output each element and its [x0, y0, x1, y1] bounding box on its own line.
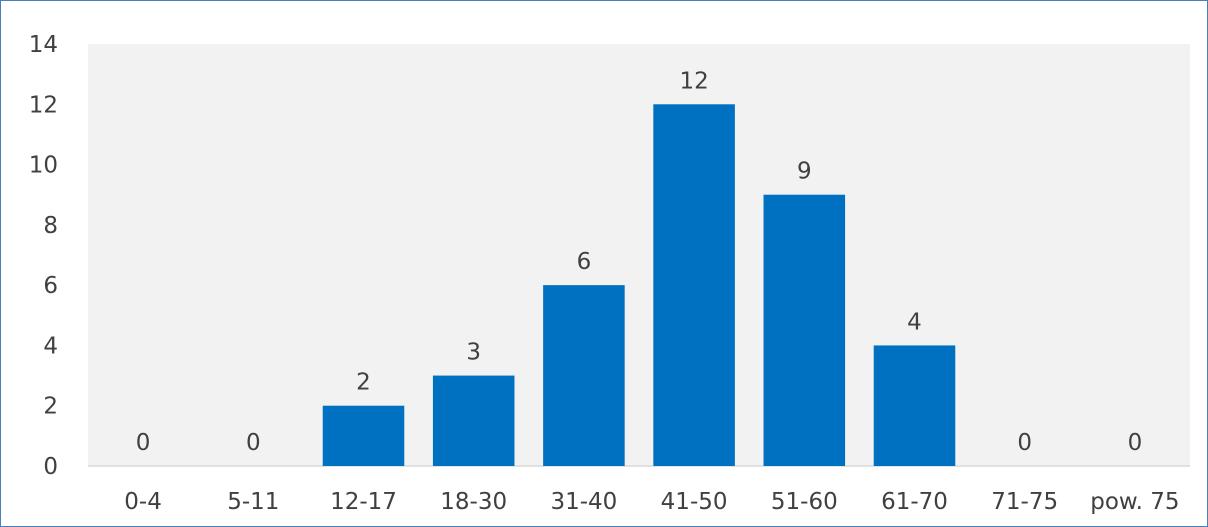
y-tick-label: 2	[43, 394, 58, 420]
plot-area	[88, 44, 1190, 466]
bar	[653, 104, 735, 467]
data-label: 0	[1017, 430, 1032, 456]
data-label: 6	[577, 249, 592, 275]
y-tick-label: 8	[43, 213, 58, 239]
data-label: 0	[246, 430, 261, 456]
x-category-label: 31-40	[550, 489, 617, 515]
data-label: 0	[1128, 430, 1143, 456]
y-tick-label: 0	[43, 454, 58, 480]
bar	[873, 345, 956, 466]
y-tick-label: 12	[29, 92, 58, 118]
data-label: 9	[797, 159, 812, 185]
y-tick-label: 10	[29, 153, 58, 179]
x-category-label: 71-75	[991, 489, 1058, 515]
data-label: 4	[907, 309, 922, 335]
x-category-label: 51-60	[771, 489, 838, 515]
bar	[763, 194, 846, 466]
x-category-label: 12-17	[330, 489, 397, 515]
data-label: 12	[679, 68, 708, 94]
x-category-label: 5-11	[227, 489, 279, 515]
x-category-label: pow. 75	[1090, 489, 1179, 515]
x-category-label: 41-50	[661, 489, 728, 515]
x-category-label: 0-4	[124, 489, 162, 515]
bar	[322, 405, 405, 466]
bar	[543, 285, 625, 466]
data-label: 3	[466, 340, 481, 366]
x-category-label: 61-70	[881, 489, 948, 515]
y-tick-label: 6	[43, 273, 58, 299]
bar	[432, 375, 515, 466]
data-label: 0	[136, 430, 151, 456]
y-tick-label: 14	[29, 32, 58, 58]
x-category-label: 18-30	[440, 489, 507, 515]
y-tick-label: 4	[43, 333, 58, 359]
data-label: 2	[356, 370, 371, 396]
